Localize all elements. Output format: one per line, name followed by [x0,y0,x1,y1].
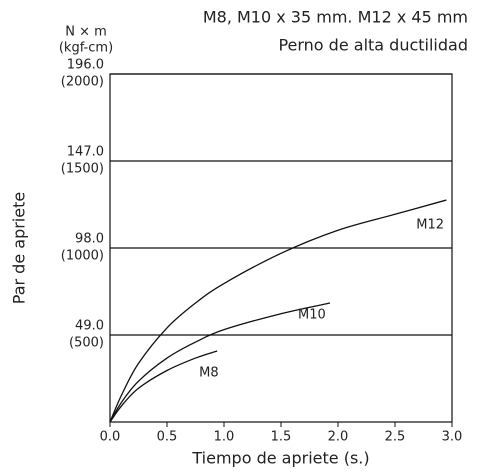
y2-tick-label: (500) [69,336,104,351]
y-tick-label: 147.0 [67,145,104,160]
y-tick-label: 98.0 [75,232,104,247]
x-axis-label: Tiempo de apriete (s.) [191,449,369,468]
y2-unit: (kgf-cm) [59,41,113,56]
series-line [109,302,331,423]
y-tick-label: 49.0 [75,319,104,334]
chart-title: M8, M10 x 35 mm. M12 x 45 mm [203,8,468,27]
series-line [109,350,218,423]
x-tick-label: 1.5 [271,430,292,445]
x-tick-label: 2.5 [385,430,406,445]
x-tick-label: 2.0 [328,430,349,445]
x-tick-label: 1.0 [214,430,235,445]
y2-tick-label: (1000) [61,249,104,264]
x-tick-label: 0.5 [157,430,178,445]
series-label: M10 [298,308,326,323]
y2-tick-label: (1500) [61,162,104,177]
y2-tick-label: (2000) [61,75,104,90]
y-unit: N × m [65,25,107,40]
chart-subtitle: Perno de alta ductilidad [278,36,468,55]
y-axis-label: Par de apriete [10,192,29,304]
x-tick-label: 0.0 [100,430,121,445]
series-label: M12 [416,218,444,233]
series-label: M8 [199,365,219,380]
series-line [109,199,447,423]
y-tick-label: 196.0 [67,58,104,73]
x-tick-label: 3.0 [442,430,463,445]
